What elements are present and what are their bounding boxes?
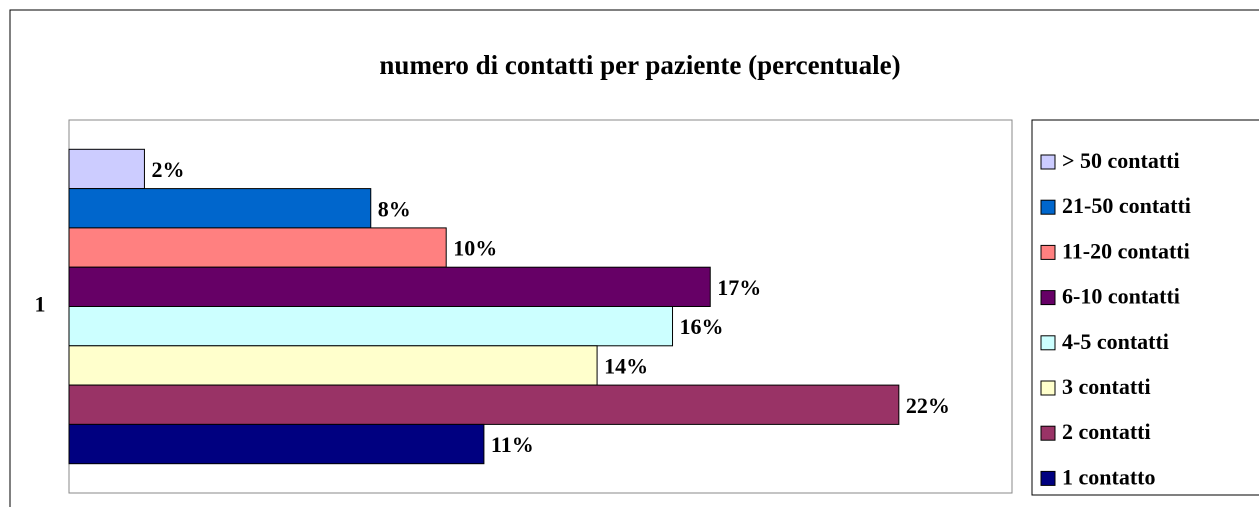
data-label: 10% [453, 236, 497, 261]
legend-swatch [1040, 154, 1056, 170]
legend-label: 2 contatti [1062, 419, 1151, 444]
bar [68, 384, 900, 425]
bar [68, 188, 372, 229]
legend-swatch [1040, 380, 1056, 396]
data-label: 17% [717, 275, 761, 300]
data-label: 8% [378, 196, 411, 221]
chart-title: numero di contatti per paziente (percent… [379, 50, 900, 80]
legend-label: 4-5 contatti [1062, 329, 1169, 354]
y-tick-label: 1 [35, 292, 46, 317]
legend-swatch [1040, 290, 1056, 306]
legend-swatch [1040, 199, 1056, 215]
bar [68, 148, 145, 190]
data-label: 16% [680, 314, 724, 339]
bar [68, 423, 485, 465]
legend-swatch [1040, 425, 1056, 441]
legend-swatch [1040, 470, 1056, 486]
legend-label: 21-50 contatti [1062, 193, 1191, 218]
bar [68, 345, 598, 386]
bar [68, 306, 674, 347]
legend-label: > 50 contatti [1062, 148, 1180, 173]
data-label: 14% [604, 353, 648, 378]
legend-swatch [1040, 335, 1056, 351]
legend-label: 3 contatti [1062, 374, 1151, 399]
legend-label: 11-20 contatti [1062, 238, 1190, 263]
data-label: 22% [906, 393, 950, 418]
legend-label: 6-10 contatti [1062, 284, 1180, 309]
bar [68, 266, 711, 308]
legend-label: 1 contatto [1062, 464, 1155, 489]
legend [1031, 119, 1259, 496]
legend-swatch [1040, 244, 1056, 260]
data-label: 2% [151, 157, 184, 182]
bar [68, 227, 447, 268]
data-label: 11% [491, 432, 534, 457]
